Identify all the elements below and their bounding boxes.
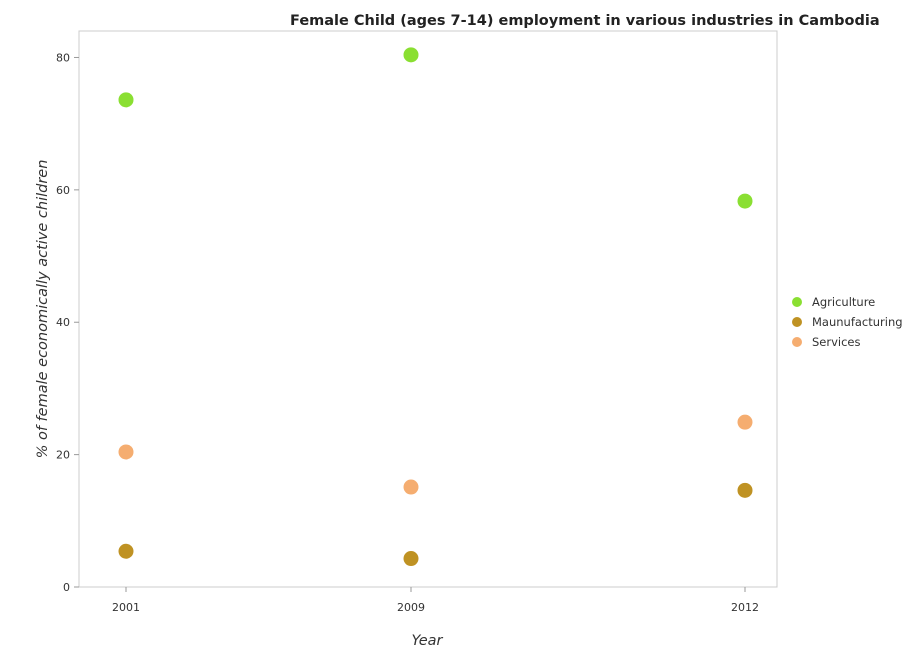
point-maunufacturing-2009	[403, 551, 419, 567]
x-tick-label: 2012	[731, 601, 759, 614]
y-tick-label: 80	[56, 51, 70, 64]
y-axis: 0 20 40 60 80	[56, 51, 79, 594]
legend-marker-maunufacturing	[792, 317, 802, 327]
legend: Agriculture Maunufacturing Services	[792, 295, 903, 349]
x-axis-label: Year	[411, 633, 443, 649]
legend-label-services: Services	[812, 335, 861, 349]
y-tick-label: 20	[56, 449, 70, 462]
x-tick-label: 2009	[397, 601, 425, 614]
data-points	[118, 47, 753, 567]
point-maunufacturing-2012	[737, 482, 753, 498]
y-axis-label: % of female economically active children	[35, 160, 51, 459]
legend-label-agriculture: Agriculture	[812, 295, 875, 309]
legend-marker-agriculture	[792, 297, 802, 307]
point-agriculture-2009	[403, 47, 419, 63]
y-tick-label: 0	[63, 581, 70, 594]
x-axis: 2001 2009 2012	[112, 587, 759, 614]
y-tick-label: 60	[56, 184, 70, 197]
point-agriculture-2012	[737, 193, 753, 209]
point-services-2012	[737, 414, 753, 430]
point-maunufacturing-2001	[118, 543, 134, 559]
point-services-2009	[403, 479, 419, 495]
point-agriculture-2001	[118, 92, 134, 108]
point-services-2001	[118, 444, 134, 460]
legend-marker-services	[792, 337, 802, 347]
y-tick-label: 40	[56, 316, 70, 329]
plot-area	[78, 30, 778, 588]
chart-title: Female Child (ages 7-14) employment in v…	[290, 13, 880, 29]
x-tick-label: 2001	[112, 601, 140, 614]
legend-label-maunufacturing: Maunufacturing	[812, 315, 903, 329]
